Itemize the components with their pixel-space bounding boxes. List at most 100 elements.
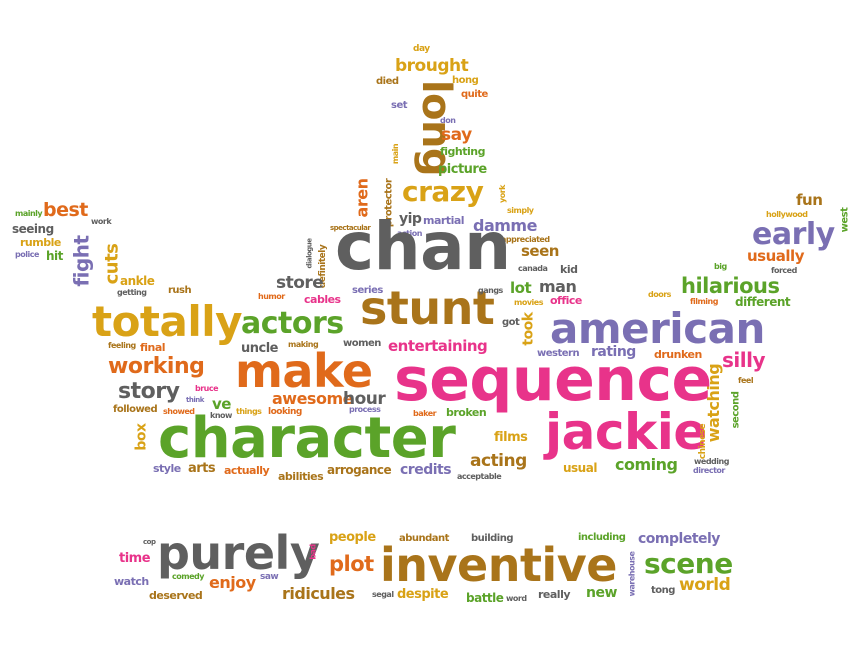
- word-fun: fun: [796, 191, 823, 209]
- word-hit: hit: [46, 249, 63, 263]
- word-ve: ve: [212, 395, 231, 413]
- word-filming: filming: [690, 297, 718, 306]
- word-gangs: gangs: [478, 286, 503, 295]
- word-rush: rush: [168, 285, 192, 296]
- word-bruce: bruce: [195, 384, 219, 393]
- word-credits: credits: [400, 462, 452, 478]
- word-early: early: [752, 217, 835, 252]
- word-broken: broken: [446, 406, 487, 419]
- word-warehouse: warehouse: [627, 551, 637, 597]
- word-arts: arts: [188, 461, 216, 476]
- word-work: work: [91, 217, 112, 226]
- word-know: know: [210, 411, 232, 420]
- word-rating: rating: [591, 344, 636, 360]
- word-usually: usually: [747, 247, 804, 265]
- word-director: director: [693, 466, 725, 475]
- word-second: second: [730, 391, 742, 429]
- word-doors: doors: [648, 290, 671, 299]
- word-showed: showed: [163, 407, 195, 416]
- word-police: police: [15, 250, 39, 259]
- word-things: things: [236, 407, 262, 416]
- word-saw: saw: [260, 572, 279, 582]
- word-ridicules: ridicules: [282, 584, 355, 603]
- word-set: set: [391, 100, 408, 111]
- word-watch: watch: [114, 575, 149, 588]
- word-uncle: uncle: [241, 341, 279, 356]
- word-chan: chan: [335, 208, 511, 285]
- word-building: building: [471, 533, 514, 544]
- word-cables: cables: [304, 293, 341, 306]
- word-fighting: fighting: [440, 145, 486, 158]
- word-story: story: [118, 379, 180, 404]
- word-including: including: [578, 532, 626, 543]
- word-word: word: [506, 594, 527, 603]
- word-acting: acting: [470, 451, 527, 471]
- word-best: best: [43, 199, 88, 221]
- word-dialogue: dialogue: [305, 238, 314, 269]
- word-big: big: [714, 262, 727, 271]
- word-cop: cop: [143, 538, 156, 546]
- word-appreciated: appreciated: [501, 235, 550, 244]
- word-tong: tong: [651, 585, 675, 596]
- word-scene: scene: [644, 547, 733, 580]
- word-seen: seen: [521, 242, 559, 260]
- word-actors: actors: [241, 306, 344, 341]
- word-arrogance: arrogance: [327, 463, 392, 477]
- word-segal: segal: [372, 590, 394, 599]
- word-man: man: [539, 277, 577, 296]
- word-entertaining: entertaining: [388, 337, 488, 355]
- word-inventive: inventive: [380, 538, 617, 592]
- word-humor: humor: [258, 292, 285, 301]
- word-box: box: [133, 423, 150, 451]
- word-hong: hong: [452, 75, 479, 86]
- word-abilities: abilities: [278, 470, 324, 483]
- word-silly: silly: [722, 348, 766, 372]
- word-hilarious: hilarious: [681, 274, 780, 298]
- word-awesome: awesome: [272, 389, 353, 408]
- word-don: don: [440, 116, 456, 125]
- word-yip: yip: [399, 211, 422, 227]
- word-say: say: [441, 125, 472, 145]
- word-getting: getting: [117, 288, 147, 297]
- word-process: process: [349, 405, 381, 414]
- word-picture: picture: [438, 162, 487, 177]
- word-looking: looking: [268, 407, 302, 417]
- word-hour: hour: [343, 389, 386, 409]
- word-making: making: [288, 340, 319, 349]
- word-followed: followed: [113, 404, 158, 415]
- word-quite: quite: [461, 89, 488, 100]
- word-baker: baker: [413, 409, 437, 418]
- word-crazy: crazy: [402, 175, 484, 208]
- word-movies: movies: [514, 298, 543, 307]
- word-acceptable: acceptable: [457, 472, 502, 481]
- word-wedding: wedding: [694, 457, 729, 466]
- word-coming: coming: [615, 455, 678, 474]
- word-died: died: [376, 76, 399, 87]
- word-watching: watching: [704, 363, 724, 443]
- word-plot: plot: [329, 552, 374, 576]
- word-abundant: abundant: [399, 533, 449, 544]
- word-battle: battle: [466, 591, 504, 605]
- word-simply: simply: [507, 206, 534, 215]
- word-chinese: chinese: [698, 423, 709, 460]
- word-west: west: [839, 207, 851, 233]
- word-got: got: [502, 317, 520, 328]
- word-time: time: [119, 551, 151, 566]
- word-films: films: [494, 430, 528, 445]
- word-fight: fight: [69, 235, 94, 287]
- word-mainly: mainly: [15, 209, 43, 218]
- word-make: make: [235, 344, 373, 398]
- word-different: different: [735, 295, 791, 309]
- word-completely: completely: [638, 531, 720, 547]
- word-enjoy: enjoy: [209, 573, 256, 592]
- word-people: people: [329, 530, 376, 545]
- word-american: american: [550, 304, 765, 353]
- word-comedy: comedy: [172, 572, 204, 581]
- word-purely: purely: [157, 526, 320, 580]
- word-deserved: deserved: [149, 589, 203, 602]
- word-character: character: [158, 406, 456, 471]
- word-stunt: stunt: [360, 281, 495, 335]
- word-lot: lot: [510, 279, 532, 297]
- word-despite: despite: [397, 587, 449, 602]
